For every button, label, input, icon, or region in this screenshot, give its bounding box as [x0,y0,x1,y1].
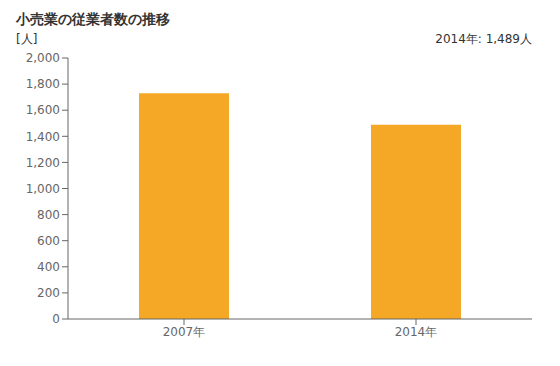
svg-text:2014年: 2014年 [395,325,438,339]
svg-text:2,000: 2,000 [26,51,60,65]
svg-text:1,800: 1,800 [26,77,60,91]
svg-text:2007年: 2007年 [163,325,206,339]
svg-text:1,400: 1,400 [26,130,60,144]
html-text:小売業の従業者数の推移: 小売業の従業者数の推移 [16,11,170,27]
html-text:[人]: [人] [16,32,38,46]
svg-text:1,000: 1,000 [26,182,60,196]
svg-text:400: 400 [37,260,60,274]
svg-text:0: 0 [52,312,60,326]
svg-text:600: 600 [37,234,60,248]
svg-text:800: 800 [37,208,60,222]
html-text:2014年: 1,489人: 2014年: 1,489人 [435,32,532,46]
svg-text:1,200: 1,200 [26,156,60,170]
svg-text:200: 200 [37,286,60,300]
svg-text:1,600: 1,600 [26,103,60,117]
